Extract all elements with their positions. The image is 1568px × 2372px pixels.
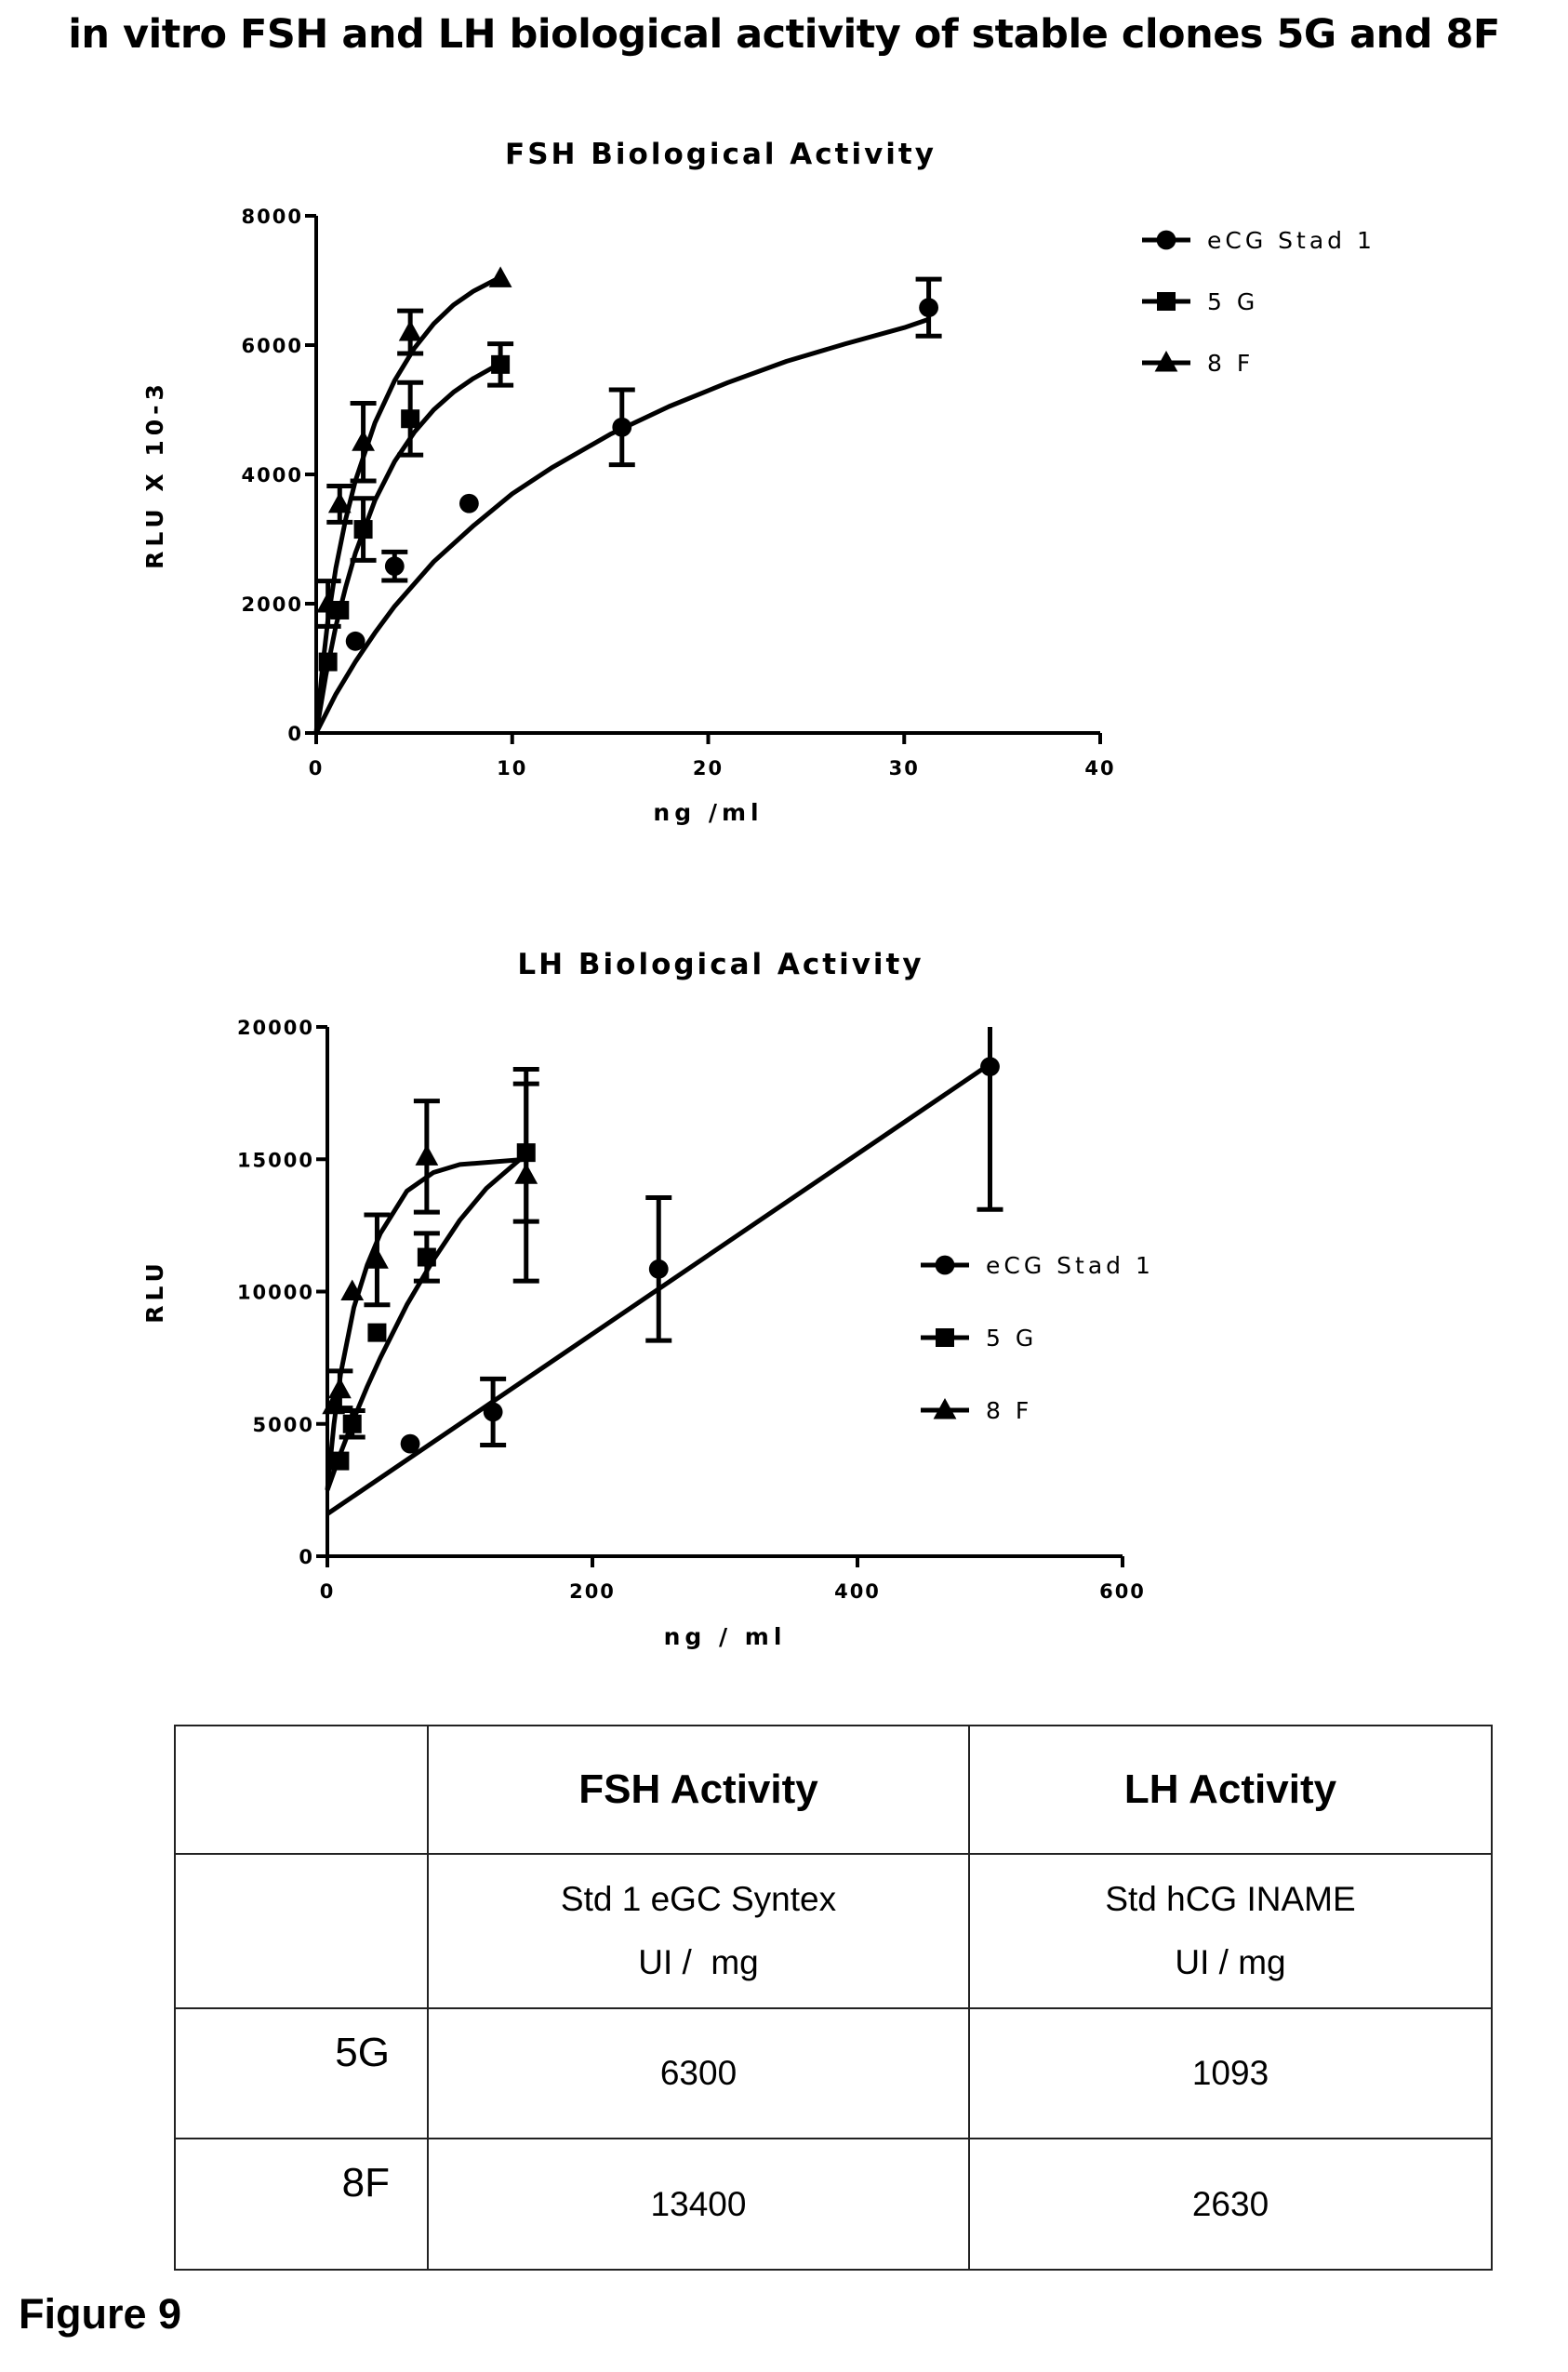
lh-series-ecg-stad-1-point — [980, 1057, 1000, 1077]
lh-series-ecg-stad-1-legend-marker — [935, 1255, 955, 1275]
fsh-series-ecg-stad-1-curve — [313, 316, 930, 735]
lh-x-axis-label: ng / ml — [664, 1623, 787, 1650]
fsh-y-tick-label: 4000 — [242, 464, 303, 486]
lh-series-8-f-point — [365, 1247, 389, 1269]
lh-series-5-g-legend-label: 5 G — [986, 1325, 1037, 1352]
fsh-y-tick-label: 2000 — [242, 593, 303, 616]
fsh-standard-cell: Std 1 eGC Syntex UI / mg — [427, 1853, 970, 2009]
fsh-y-tick-label: 0 — [287, 723, 303, 745]
summary-table: FSH Activity LH Activity Std 1 eGC Synte… — [174, 1725, 1493, 2271]
lh-y-tick-label: 5000 — [253, 1414, 314, 1436]
lh-y-axis-label: RLU — [141, 1259, 168, 1324]
fsh-series-8-f-legend-marker — [1154, 350, 1178, 372]
lh-series-8-f-point — [514, 1163, 538, 1184]
figure-caption: Figure 9 — [19, 2290, 182, 2338]
fsh-series-5-g-curve — [313, 361, 502, 734]
fsh-series-ecg-stad-1-point — [345, 631, 365, 651]
fsh-chart-title: FSH Biological Activity — [505, 138, 937, 171]
fsh-series-8-f-legend-label: 8 F — [1207, 350, 1254, 377]
lh-y-tick-label: 15000 — [237, 1149, 314, 1171]
fsh-x-tick-label: 20 — [693, 757, 724, 780]
table-row: 8F 13400 2630 — [174, 2138, 1493, 2271]
lh-series-5-g-legend-marker — [936, 1328, 954, 1347]
fsh-series-8-f-point — [352, 430, 375, 451]
fsh-y-axis-label: RLU X 10-3 — [141, 380, 168, 569]
lh-series-8-f-point — [327, 1377, 352, 1399]
table-units-row: Std 1 eGC Syntex UI / mg Std hCG INAME U… — [174, 1853, 1493, 2009]
lh-series-8-f-point — [415, 1144, 439, 1166]
fsh-series-5-g-legend-label: 5 G — [1207, 288, 1258, 315]
table-header-row: FSH Activity LH Activity — [174, 1725, 1493, 1855]
fsh-series-5-g-point — [401, 409, 420, 429]
fsh-x-tick-label: 10 — [497, 757, 527, 780]
fsh-series-8-f-point — [398, 320, 422, 341]
lh-series-ecg-stad-1-point — [400, 1433, 420, 1454]
lh-y-tick-label: 20000 — [237, 1017, 314, 1039]
fsh-chart: FSH Biological Activity 0 2000 4000 6000 8000… — [141, 138, 1375, 826]
fsh-series-5-g-point — [491, 354, 511, 374]
fsh-series-5-g-point — [353, 520, 373, 540]
fsh-y-tick-label: 8000 — [242, 206, 303, 228]
fsh-series-5-g-legend-marker — [1157, 292, 1176, 311]
lh-series-ecg-stad-1-point — [648, 1259, 669, 1279]
fsh-series-8-f-point — [327, 491, 352, 513]
fsh-series-ecg-stad-1-legend-marker — [1156, 230, 1176, 250]
lh-series-ecg-stad-1-legend-label: eCG Stad 1 — [986, 1252, 1154, 1279]
fsh-y-tick-label: 6000 — [242, 335, 303, 357]
lh-series-8-f-legend-label: 8 F — [986, 1397, 1032, 1424]
lh-x-tick-label: 400 — [834, 1580, 881, 1603]
fsh-standard-name: Std 1 eGC Syntex — [560, 1880, 837, 1918]
lh-x-tick-label: 600 — [1099, 1580, 1146, 1603]
lh-y-tick-label: 10000 — [237, 1282, 314, 1304]
lh-activity-header: LH Activity — [968, 1725, 1493, 1855]
lh-x-tick-label: 200 — [569, 1580, 616, 1603]
table-corner-cell — [174, 1725, 429, 1855]
fsh-series-8-f-point — [316, 591, 340, 613]
lh-chart-title: LH Biological Activity — [517, 948, 924, 981]
fsh-x-tick-label: 0 — [309, 757, 325, 780]
lh-y-tick-label: 0 — [299, 1546, 314, 1568]
fsh-value-8f: 13400 — [427, 2138, 970, 2271]
lh-series-5-g-point — [417, 1247, 436, 1267]
lh-series-5-g-point — [330, 1451, 350, 1471]
fsh-series-ecg-stad-1-point — [919, 298, 938, 318]
lh-series-ecg-stad-1-point — [483, 1402, 503, 1422]
row-label-5g: 5G — [174, 2007, 429, 2139]
row-label-8f: 8F — [174, 2138, 429, 2271]
fsh-x-tick-label: 40 — [1084, 757, 1115, 780]
table-row: 5G 6300 1093 — [174, 2007, 1493, 2139]
lh-series-5-g-point — [342, 1414, 362, 1433]
lh-series-8-f-legend-marker — [933, 1397, 957, 1419]
table-units-empty-cell — [174, 1853, 429, 2009]
lh-x-tick-label: 0 — [320, 1580, 336, 1603]
fsh-series-ecg-stad-1-point — [384, 556, 405, 577]
fsh-value-5g: 6300 — [427, 2007, 970, 2139]
lh-series-8-f-curve — [325, 1156, 526, 1491]
lh-series-8-f-point — [340, 1279, 365, 1300]
fsh-x-tick-label: 30 — [889, 757, 920, 780]
fsh-series-ecg-stad-1-point — [612, 417, 632, 437]
lh-standard-cell: Std hCG INAME UI / mg — [968, 1853, 1493, 2009]
lh-series-5-g-point — [367, 1323, 387, 1342]
lh-value-8f: 2630 — [968, 2138, 1493, 2271]
page-title: in vitro FSH and LH biological activity … — [68, 11, 1500, 58]
fsh-standard-units: UI / mg — [638, 1943, 759, 1981]
fsh-activity-header: FSH Activity — [427, 1725, 970, 1855]
fsh-series-8-f-point — [488, 266, 512, 287]
lh-standard-units: UI / mg — [1175, 1943, 1286, 1981]
lh-chart: LH Biological Activity 0 5000 10000 15000 200… — [141, 948, 1154, 1650]
lh-value-5g: 1093 — [968, 2007, 1493, 2139]
fsh-series-ecg-stad-1-legend-label: eCG Stad 1 — [1207, 227, 1375, 254]
fsh-series-ecg-stad-1-point — [458, 493, 479, 513]
lh-standard-name: Std hCG INAME — [1105, 1880, 1356, 1918]
fsh-x-axis-label: ng /ml — [653, 799, 763, 826]
